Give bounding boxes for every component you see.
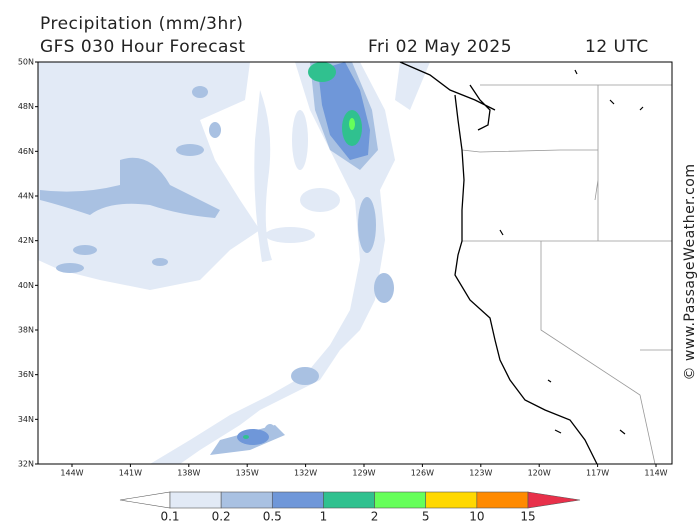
colorbar-high <box>527 491 581 509</box>
graticule-labels: 50N 48N 46N 44N 42N 40N 38N 36N 34N 32N 144W 141W 13… <box>18 58 668 478</box>
forecast-label: GFS 030 Hour Forecast <box>40 37 246 57</box>
colorbar-label: 0.2 <box>212 510 231 524</box>
colorbar: 0.1 0.2 0.5 1 2 5 10 15 <box>119 491 581 524</box>
lon-label: 114W <box>644 469 667 478</box>
title: Precipitation (mm/3hr) <box>40 14 243 34</box>
lon-label: 120W <box>528 469 551 478</box>
lat-label: 42N <box>18 236 34 245</box>
colorbar-box <box>323 491 375 509</box>
lon-label: 141W <box>119 469 142 478</box>
date-label: Fri 02 May 2025 <box>368 37 512 57</box>
lat-label: 32N <box>18 460 34 469</box>
colorbar-label: 2 <box>371 510 379 524</box>
lat-label: 44N <box>18 192 34 201</box>
lon-label: 132W <box>294 469 317 478</box>
colorbar-label: 5 <box>422 510 430 524</box>
lon-label: 138W <box>177 469 200 478</box>
colorbar-label: 15 <box>520 510 535 524</box>
lat-label: 34N <box>18 415 34 424</box>
lat-label: 36N <box>18 370 34 379</box>
colorbar-box <box>271 491 324 509</box>
colorbar-box <box>169 491 222 509</box>
colorbar-label: 0.5 <box>263 510 282 524</box>
colorbar-label: 0.1 <box>160 510 179 524</box>
lon-label: 144W <box>60 469 83 478</box>
lat-label: 48N <box>18 102 34 111</box>
lon-label: 126W <box>411 469 434 478</box>
colorbar-box <box>425 491 478 509</box>
colorbar-label: 1 <box>320 510 328 524</box>
lat-label: 38N <box>18 326 34 335</box>
colorbar-box <box>220 491 273 509</box>
precip-field <box>38 62 430 464</box>
lon-label: 129W <box>352 469 375 478</box>
lon-label: 123W <box>469 469 492 478</box>
colorbar-box <box>374 491 427 509</box>
time-label: 12 UTC <box>585 37 649 57</box>
colorbar-box <box>476 491 529 509</box>
lon-label: 135W <box>236 469 259 478</box>
lon-label: 117W <box>586 469 609 478</box>
credit: © www.PassageWeather.com <box>682 163 698 380</box>
lat-label: 50N <box>18 58 34 67</box>
lat-label: 40N <box>18 281 34 290</box>
map: 50N 48N 46N 44N 42N 40N 38N 36N 34N 32N 144W 141W 13… <box>18 58 673 478</box>
colorbar-low <box>119 491 171 509</box>
boundaries <box>399 62 672 464</box>
map-frame <box>37 61 673 465</box>
colorbar-label: 10 <box>469 510 484 524</box>
lat-label: 46N <box>18 147 34 156</box>
